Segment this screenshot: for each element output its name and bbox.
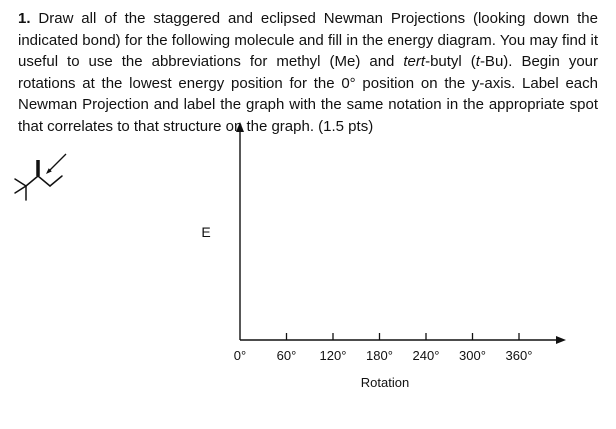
x-tick-label-180: 180° bbox=[366, 348, 393, 363]
x-tick-label-360: 360° bbox=[505, 348, 533, 363]
y-axis-label: E bbox=[201, 224, 211, 240]
y-axis-arrowhead bbox=[236, 122, 244, 132]
x-tick-label-300: 300° bbox=[459, 348, 486, 363]
tbutyl-bond-2 bbox=[14, 185, 27, 194]
x-tick-label-120: 120° bbox=[319, 348, 347, 363]
tbutyl-bond-1 bbox=[14, 178, 27, 187]
energy-diagram-axes bbox=[236, 122, 566, 344]
problem-text-part2: -butyl ( bbox=[425, 53, 476, 70]
chain-bond-2 bbox=[49, 175, 63, 187]
central-bond bbox=[25, 175, 39, 187]
x-tick-label-60: 60° bbox=[276, 348, 297, 363]
x-axis-ticks bbox=[285, 333, 520, 340]
chain-bond-1 bbox=[37, 175, 51, 187]
problem-number: 1. bbox=[18, 10, 31, 27]
x-tick-label-240: 240° bbox=[412, 348, 440, 363]
problem-text-italic2: t bbox=[475, 53, 480, 70]
problem-text-italic1: tert bbox=[403, 53, 426, 70]
bond-indicator-arrow bbox=[46, 153, 67, 174]
problem-text-part3: -Bu). Begin your rotations at the lowest… bbox=[18, 53, 598, 135]
problem-text-part1: Draw all of the staggered and eclipsed N… bbox=[18, 10, 598, 70]
x-axis-arrowhead bbox=[556, 336, 566, 344]
molecule-structure bbox=[14, 153, 67, 201]
x-axis-label: Rotation bbox=[360, 375, 410, 390]
x-tick-label-0: 0° bbox=[233, 348, 247, 363]
problem-statement: 1. Draw all of the staggered and eclipse… bbox=[18, 8, 598, 137]
